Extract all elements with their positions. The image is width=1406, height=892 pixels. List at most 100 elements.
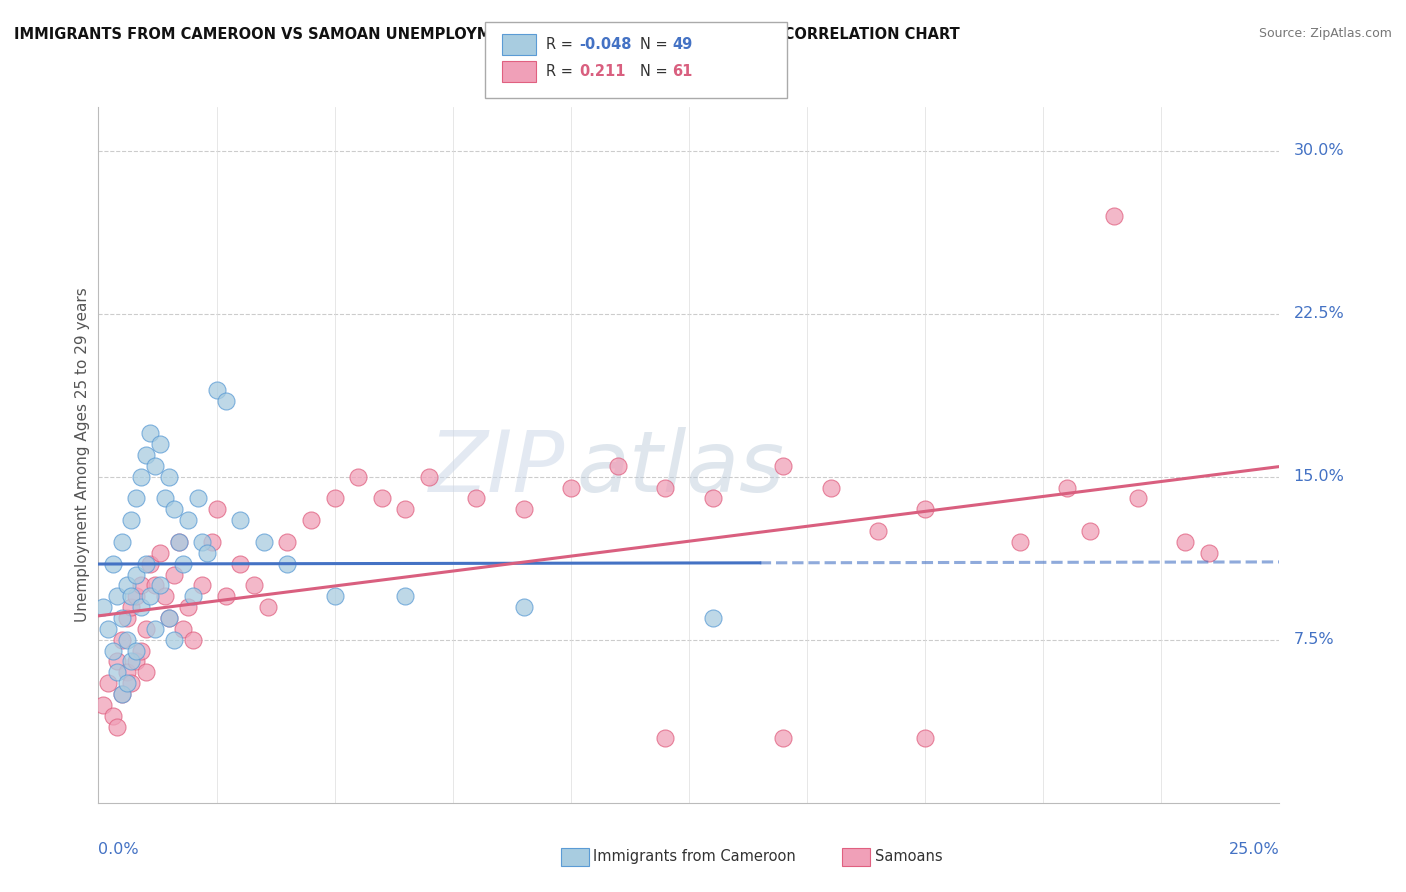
Point [229, 513, 252, 527]
Point [129, 469, 152, 483]
Point [97, 676, 120, 690]
Point [181, 632, 204, 647]
Point [323, 491, 346, 506]
Point [276, 535, 298, 549]
Point [172, 622, 194, 636]
Text: ZIP: ZIP [429, 427, 565, 510]
Point [172, 557, 194, 571]
Point [177, 513, 200, 527]
Point [1198, 546, 1220, 560]
Point [125, 567, 148, 582]
Point [153, 491, 176, 506]
Point [201, 535, 224, 549]
Point [115, 632, 138, 647]
Point [1056, 481, 1078, 495]
Point [205, 502, 228, 516]
Point [866, 524, 889, 538]
Point [129, 600, 152, 615]
Point [111, 632, 134, 647]
Point [105, 589, 128, 603]
Text: Samoans: Samoans [875, 849, 942, 863]
Point [820, 481, 842, 495]
Point [101, 708, 124, 723]
Text: 22.5%: 22.5% [1294, 306, 1344, 321]
Point [1102, 209, 1125, 223]
Point [163, 567, 186, 582]
Point [560, 481, 582, 495]
Point [121, 676, 143, 690]
Point [347, 469, 370, 483]
Point [143, 622, 166, 636]
Point [153, 589, 176, 603]
Text: 0.211: 0.211 [579, 64, 626, 78]
Point [607, 458, 630, 473]
Point [139, 426, 162, 441]
Point [163, 632, 186, 647]
Point [97, 622, 120, 636]
Point [253, 535, 276, 549]
Point [111, 535, 134, 549]
Point [105, 720, 128, 734]
Text: Immigrants from Cameroon: Immigrants from Cameroon [593, 849, 796, 863]
Point [125, 491, 148, 506]
Point [111, 687, 134, 701]
Point [205, 383, 228, 397]
Point [772, 458, 794, 473]
Text: 0.0%: 0.0% [98, 842, 139, 857]
Point [143, 578, 166, 592]
Point [157, 611, 180, 625]
Point [215, 589, 238, 603]
Point [115, 676, 138, 690]
Point [91, 600, 114, 615]
Text: atlas: atlas [576, 427, 785, 510]
Point [105, 655, 128, 669]
Point [195, 546, 218, 560]
Point [129, 578, 152, 592]
Point [371, 491, 394, 506]
Point [702, 491, 724, 506]
Point [167, 535, 190, 549]
Text: IMMIGRANTS FROM CAMEROON VS SAMOAN UNEMPLOYMENT AMONG AGES 25 TO 29 YEARS CORREL: IMMIGRANTS FROM CAMEROON VS SAMOAN UNEMP… [14, 27, 960, 42]
Point [163, 502, 186, 516]
Point [167, 535, 190, 549]
Point [157, 611, 180, 625]
Point [135, 665, 157, 680]
Point [111, 611, 134, 625]
Text: R =: R = [546, 64, 576, 78]
Point [149, 578, 172, 592]
Point [125, 643, 148, 657]
Point [125, 655, 148, 669]
Point [323, 589, 346, 603]
Point [111, 687, 134, 701]
Point [229, 557, 252, 571]
Point [121, 513, 143, 527]
Point [299, 513, 322, 527]
Point [115, 665, 138, 680]
Point [215, 393, 238, 408]
Point [1008, 535, 1031, 549]
Point [121, 589, 143, 603]
Text: 30.0%: 30.0% [1294, 143, 1344, 158]
Point [101, 557, 124, 571]
Text: 15.0%: 15.0% [1294, 469, 1344, 484]
Point [914, 731, 936, 745]
Point [418, 469, 440, 483]
Text: Source: ZipAtlas.com: Source: ZipAtlas.com [1258, 27, 1392, 40]
Text: N =: N = [640, 64, 672, 78]
Point [139, 589, 162, 603]
Point [512, 600, 534, 615]
Text: 25.0%: 25.0% [1229, 842, 1279, 857]
Point [139, 557, 162, 571]
Point [129, 643, 152, 657]
Point [654, 731, 676, 745]
Text: 49: 49 [672, 37, 692, 52]
Point [121, 600, 143, 615]
Point [149, 546, 172, 560]
Point [143, 458, 166, 473]
Point [135, 448, 157, 462]
Point [135, 622, 157, 636]
Point [105, 665, 128, 680]
Point [187, 491, 209, 506]
Point [465, 491, 488, 506]
Point [512, 502, 534, 516]
